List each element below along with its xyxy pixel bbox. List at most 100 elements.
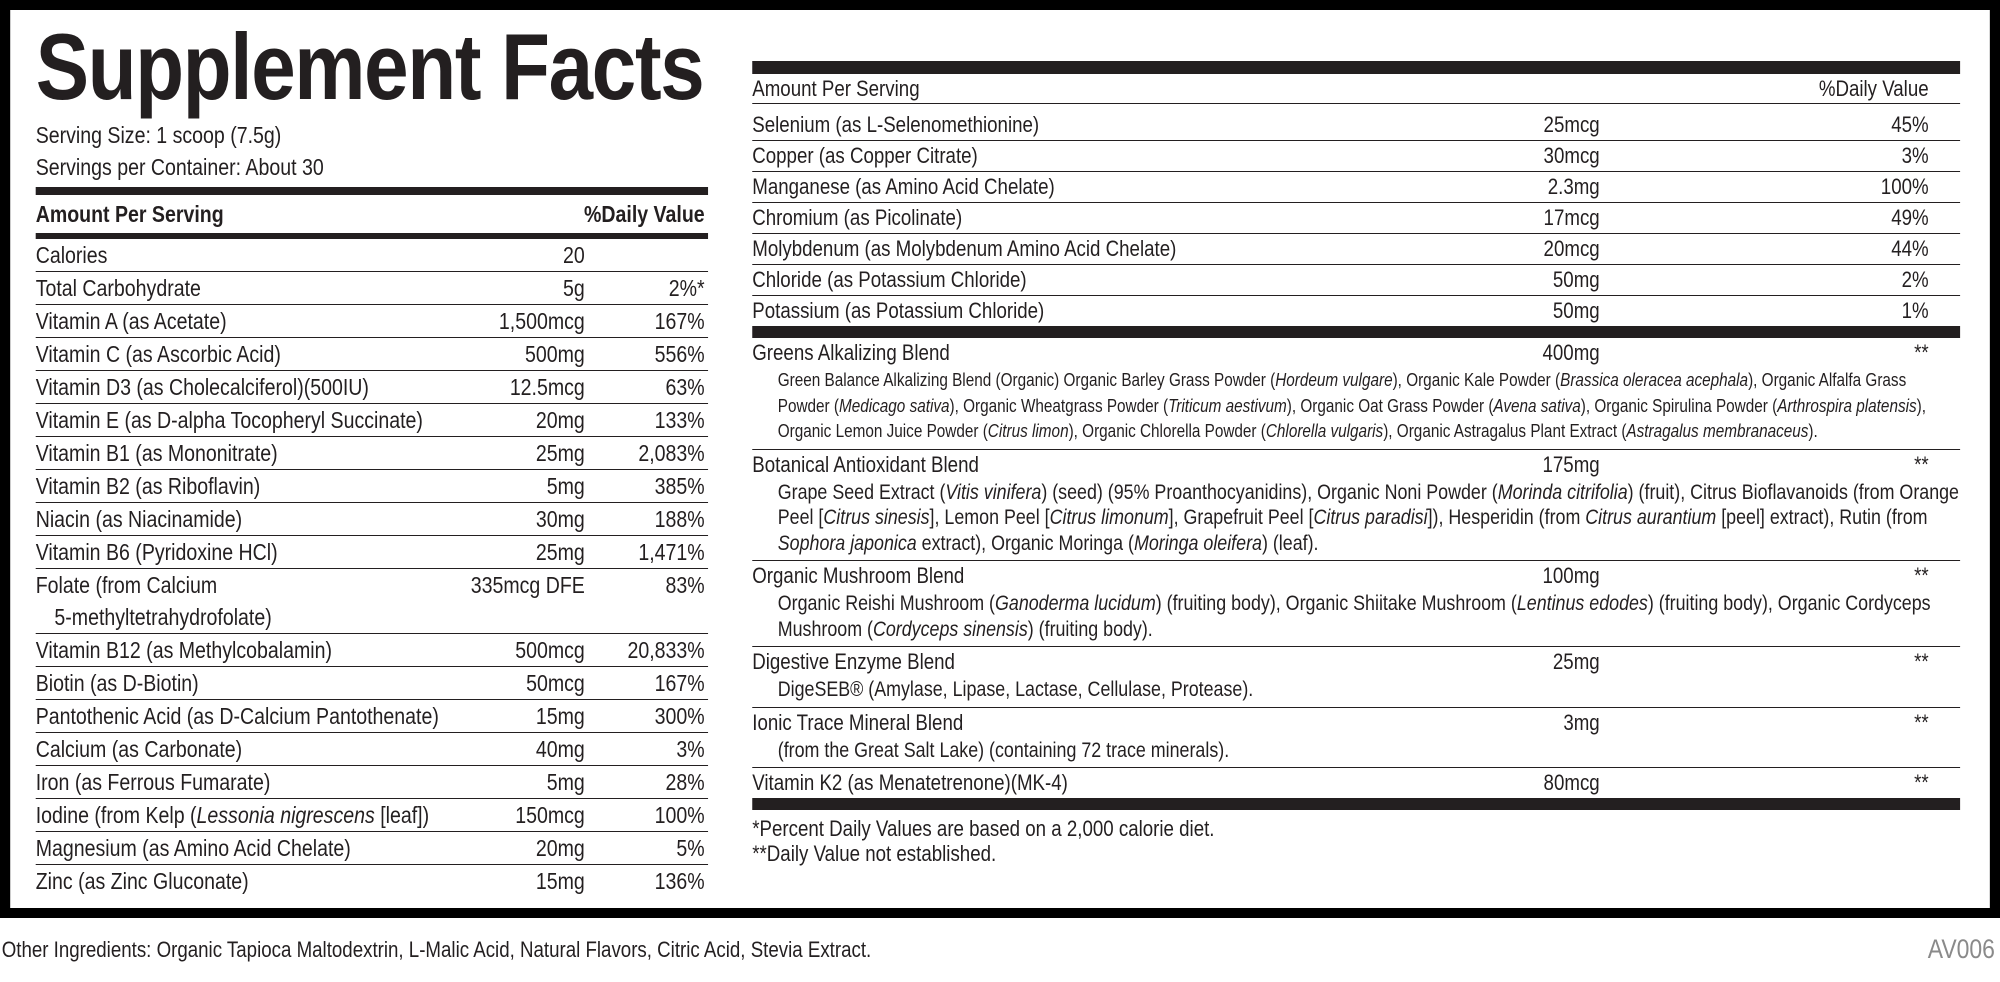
text: ) (fruiting body), Organic Shiitake Mush…	[1155, 592, 1517, 615]
amount: 17mcg	[1543, 205, 1600, 230]
italic-text: Citrus sinesis	[823, 506, 930, 529]
daily-value: **	[1914, 709, 1929, 735]
italic-text: Brassica oleracea acephala	[1560, 370, 1749, 390]
amount: 80mcg	[1543, 770, 1600, 795]
italic-text: Citrus paradisi	[1313, 506, 1428, 529]
daily-value: 2%*	[668, 275, 705, 301]
description-text: Organic Reishi Mushroom (Ganoderma lucid…	[778, 592, 1931, 641]
amount: 150mcg	[515, 802, 585, 828]
daily-value: 2%	[1901, 267, 1929, 292]
table-header: Amount Per Serving %Daily Value	[752, 74, 1961, 104]
other-ingredients: Other Ingredients: Organic Tapioca Malto…	[1, 937, 872, 962]
description-text: Green Balance Alkalizing Blend (Organic)…	[778, 370, 1926, 441]
header-daily-value: %Daily Value	[584, 201, 705, 227]
nutrient-name: Vitamin D3 (as Cholecalciferol)(500IU)	[35, 374, 369, 400]
text: ) (fruit), Citrus Bioflavanoids (from Or…	[777, 480, 1959, 530]
nutrient-row: Iron (as Ferrous Fumarate) 5mg 28%	[35, 766, 709, 799]
nutrient-row: Vitamin D3 (as Cholecalciferol)(500IU) 12…	[35, 371, 709, 404]
text: ), Organic Spirulina Powder (	[1580, 395, 1778, 416]
daily-value: 2,083%	[638, 440, 705, 466]
daily-value: 3%	[676, 736, 705, 762]
nutrient-row: Total Carbohydrate 5g 2%*	[35, 272, 709, 305]
text: ], Lemon Peel [	[929, 506, 1050, 529]
nutrient-name: Zinc (as Zinc Gluconate)	[35, 868, 249, 894]
daily-value: 385%	[654, 473, 705, 499]
nutrient-name: Folate (from Calcium 5-methyltetrahydrof…	[35, 572, 272, 630]
daily-value: 83%	[665, 572, 705, 598]
daily-value: 100%	[1880, 174, 1929, 199]
nutrient-name: Vitamin B2 (as Riboflavin)	[35, 473, 261, 499]
nutrient-name: Niacin (as Niacinamide)	[35, 506, 243, 532]
nutrient-row: Vitamin B12 (as Methylcobalamin) 500mcg 20…	[35, 634, 709, 667]
description-text: Grape Seed Extract (Vitis vinifera) (see…	[778, 481, 1959, 555]
amount: 3mg	[1563, 709, 1600, 735]
header-amount: Amount Per Serving	[752, 76, 920, 101]
blend: Ionic Trace Mineral Blend 3mg ** (from the …	[752, 708, 1961, 768]
nutrient-row: Folate (from Calcium 5-methyltetrahydrof…	[35, 569, 709, 634]
nutrient-name: Molybdenum (as Molybdenum Amino Acid Che…	[752, 236, 1177, 261]
amount: 15mg	[535, 703, 585, 729]
daily-value: **	[1914, 563, 1929, 588]
nutrient-row: Iodine (from Kelp (Lessonia nigrescens […	[35, 799, 709, 832]
blend-description: Green Balance Alkalizing Blend (Organic)…	[752, 368, 1961, 450]
nutrient-name: Calories	[35, 242, 108, 268]
text: Grape Seed Extract (	[777, 480, 946, 504]
nutrient-name: Vitamin K2 (as Menatetrenone)(MK-4)	[752, 770, 1068, 795]
text: ).	[1808, 421, 1818, 441]
amount: 20mg	[535, 835, 585, 861]
amount: 50mg	[1552, 267, 1600, 292]
amount: 30mg	[535, 506, 585, 532]
daily-value: **	[1914, 770, 1929, 795]
footnote: *Percent Daily Values are based on a 2,0…	[752, 816, 1215, 841]
description-text: DigeSEB® (Amylase, Lipase, Lactase, Cell…	[778, 678, 1253, 701]
italic-text: Arthrospira platensis	[1777, 395, 1917, 416]
italic-text: Hordeum vulgare	[1275, 370, 1393, 390]
amount: 15mg	[535, 868, 585, 894]
italic-text: Citrus limonum	[1049, 506, 1169, 529]
blend-name: Organic Mushroom Blend	[752, 563, 965, 588]
italic-text: Astragalus membranaceus	[1626, 421, 1809, 441]
daily-value: 188%	[654, 506, 705, 532]
nutrient-name: Vitamin B1 (as Mononitrate)	[35, 440, 278, 466]
nutrient-row: Potassium (as Potassium Chloride) 50mg 1%	[752, 296, 1960, 326]
amount: 12.5mcg	[509, 374, 585, 400]
text: [leaf])	[374, 802, 430, 828]
daily-value: 49%	[1891, 205, 1929, 230]
product-code: AV006	[1927, 934, 1995, 964]
blend-description: Grape Seed Extract (Vitis vinifera) (see…	[752, 480, 1961, 561]
nutrient-row: Calories 20	[35, 239, 709, 272]
text: ]), Hesperidin (from	[1427, 506, 1586, 529]
serving-size: Serving Size: 1 scoop (7.5g)	[35, 122, 282, 148]
description-text: (from the Great Salt Lake) (containing 7…	[778, 739, 1229, 762]
blend: Organic Mushroom Blend 100mg ** Organic Rei…	[752, 561, 1961, 647]
separator-bar	[752, 326, 1961, 338]
nutrient-row: Vitamin B2 (as Riboflavin) 5mg 385%	[35, 470, 709, 503]
nutrient-row: Vitamin E (as D-alpha Tocopheryl Succina…	[35, 404, 709, 437]
blend-name: Greens Alkalizing Blend	[752, 340, 950, 365]
italic-text: Moringa oleifera	[1133, 531, 1262, 555]
italic-text: Citrus aurantium	[1585, 506, 1717, 529]
amount: 1,500mcg	[498, 308, 585, 334]
text: ) (fruiting body), Organic Cordyceps Mus…	[777, 592, 1931, 641]
servings-per-container: Servings per Container: About 30	[35, 154, 324, 180]
amount: 20mg	[535, 407, 585, 433]
italic-text: Triticum aestivum	[1168, 395, 1287, 416]
nutrient-name: Chloride (as Potassium Chloride)	[752, 267, 1027, 292]
nutrient-row: Niacin (as Niacinamide) 30mg 188%	[35, 503, 709, 536]
text: (from the Great Salt Lake) (containing 7…	[777, 738, 1230, 762]
nutrient-name: Vitamin C (as Ascorbic Acid)	[35, 341, 281, 367]
nutrient-row: Chloride (as Potassium Chloride) 50mg 2%	[752, 265, 1961, 296]
text: ) (leaf).	[1261, 531, 1319, 555]
italic-text: Ganoderma lucidum	[995, 592, 1156, 615]
nutrient-name: Magnesium (as Amino Acid Chelate)	[35, 835, 351, 861]
nutrient-row: Chromium (as Picolinate) 17mcg 49%	[752, 203, 1961, 234]
title: Supplement Facts	[35, 14, 705, 119]
amount: 5mg	[546, 473, 585, 499]
amount: 50mg	[1552, 298, 1600, 323]
nutrient-row: Magnesium (as Amino Acid Chelate) 20mg 5%	[35, 832, 709, 865]
blend-name: Ionic Trace Mineral Blend	[752, 709, 964, 735]
amount: 25mg	[1552, 649, 1600, 674]
blend-row: Digestive Enzyme Blend 25mg **	[752, 647, 1960, 677]
right-column: Amount Per Serving %Daily Value Selenium…	[752, 61, 1961, 866]
